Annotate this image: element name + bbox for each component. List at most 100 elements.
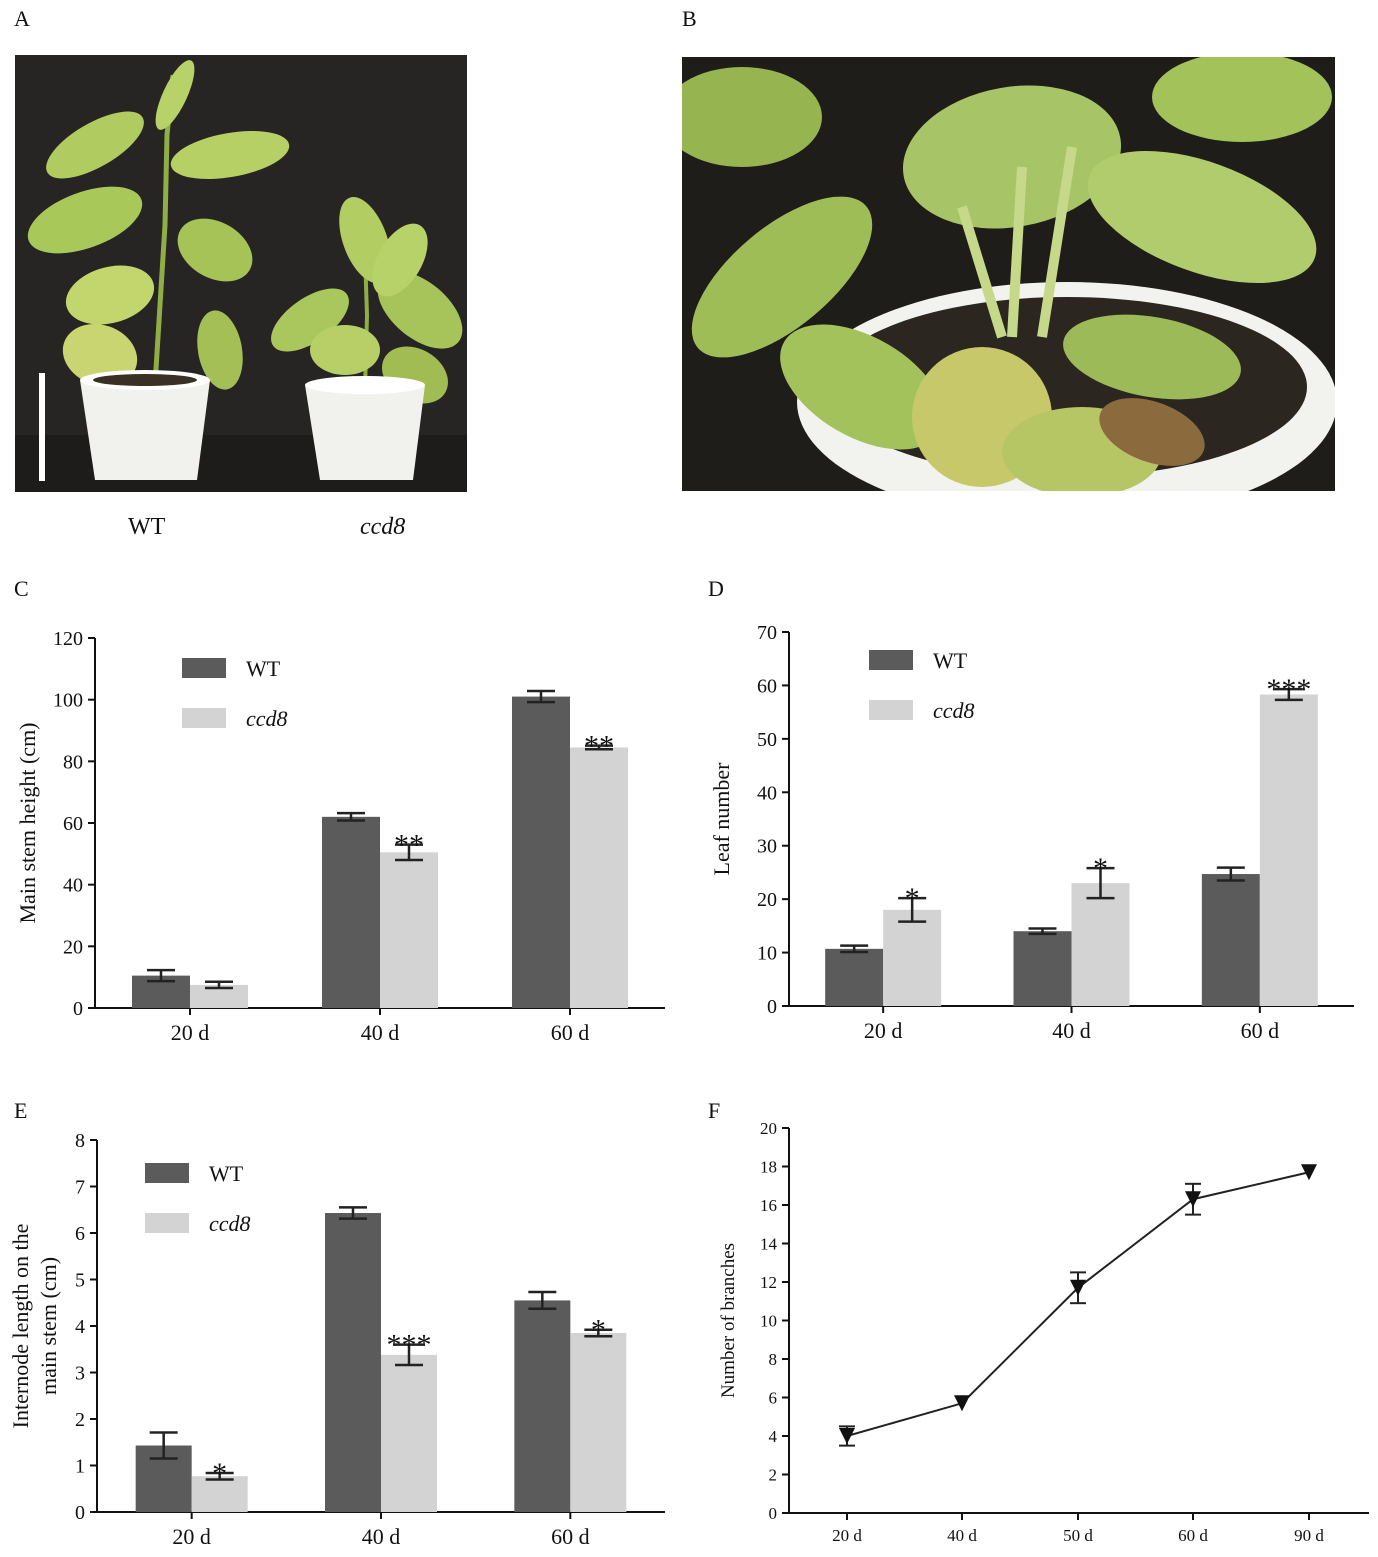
- bar-ccd8-60d: [570, 1332, 627, 1512]
- legend-swatch: [869, 700, 913, 720]
- y-tick-label: 3: [75, 1363, 85, 1385]
- bar-wt-40d: [1013, 931, 1072, 1006]
- x-tick-label: 20 d: [172, 1524, 211, 1549]
- significance-marker: *: [905, 882, 920, 915]
- bar-wt-40d: [325, 1213, 381, 1512]
- x-tick-label: 60 d: [551, 1020, 590, 1045]
- y-tick-label: 14: [760, 1235, 778, 1254]
- y-tick-label: 2: [769, 1466, 778, 1485]
- legend-label: WT: [246, 656, 281, 681]
- chart-number-of-branches: 0 2 4 6 8 10 12 14 16 18 20 Number of branches 20 d 4…: [718, 1119, 1369, 1545]
- y-axis-label: main stem (cm): [36, 1257, 61, 1395]
- photo-label-wt: WT: [128, 514, 166, 540]
- y-tick-label: 20: [63, 936, 83, 958]
- y-tick-label: 1: [75, 1456, 85, 1478]
- y-tick-label: 0: [73, 998, 83, 1020]
- legend-swatch: [182, 708, 226, 728]
- x-tick-label: 50 d: [1063, 1526, 1093, 1545]
- data-point-marker: [1070, 1279, 1086, 1296]
- y-tick-label: 0: [75, 1502, 85, 1524]
- legend-swatch: [145, 1213, 189, 1233]
- bar-ccd8-20d: [190, 984, 248, 1008]
- bar-ccd8-40d: [1071, 883, 1130, 1006]
- x-tick-label: 20 d: [171, 1020, 210, 1045]
- y-tick-label: 7: [75, 1177, 85, 1199]
- x-tick-label: 40 d: [362, 1524, 401, 1549]
- panel-letter-e: E: [14, 1098, 28, 1123]
- y-axis-label: Number of branches: [718, 1243, 739, 1398]
- legend-swatch: [182, 658, 226, 678]
- y-axis-label: Main stem height (cm): [15, 722, 40, 923]
- y-tick-label: 8: [75, 1130, 85, 1152]
- plants-illustration: [15, 55, 467, 492]
- chart-main-stem-height: 0 20 40 60 80 100 120 Main stem height (cm) 20 d…: [15, 628, 665, 1045]
- y-tick-label: 10: [757, 943, 777, 965]
- legend-swatch: [869, 650, 913, 670]
- legend-label: ccd8: [209, 1211, 251, 1236]
- panel-letter-b: B: [682, 6, 697, 31]
- y-tick-label: 8: [769, 1350, 778, 1369]
- y-tick-label: 60: [757, 675, 777, 697]
- data-point-marker: [839, 1428, 855, 1444]
- bar-wt-40d: [322, 816, 380, 1008]
- panel-letter-f: F: [708, 1098, 721, 1123]
- data-point-marker: [954, 1395, 970, 1412]
- y-tick-label: 2: [75, 1409, 85, 1431]
- panel-letter-c: C: [14, 576, 29, 601]
- x-tick-label: 60 d: [1178, 1526, 1208, 1545]
- x-tick-label: 20 d: [832, 1526, 862, 1545]
- y-tick-label: 30: [757, 836, 777, 858]
- x-tick-label: 40 d: [1052, 1018, 1091, 1043]
- bar-wt-60d: [514, 1300, 571, 1512]
- y-tick-label: 120: [53, 628, 83, 650]
- y-tick-label: 70: [757, 622, 777, 644]
- y-tick-label: 20: [760, 1119, 777, 1138]
- bar-ccd8-60d: [570, 747, 628, 1008]
- y-tick-label: 16: [760, 1196, 777, 1215]
- panel-letter-a: A: [14, 6, 30, 31]
- x-tick-label: 20 d: [864, 1018, 903, 1043]
- y-tick-label: 20: [757, 889, 777, 911]
- legend-label: WT: [933, 648, 968, 673]
- photo-label-ccd8: ccd8: [360, 514, 406, 540]
- legend-label: ccd8: [933, 698, 975, 723]
- y-tick-label: 18: [760, 1158, 777, 1177]
- bar-ccd8-20d: [191, 1476, 248, 1512]
- y-tick-label: 12: [760, 1273, 777, 1292]
- y-tick-label: 4: [769, 1427, 778, 1446]
- bar-ccd8-40d: [381, 1354, 437, 1512]
- bar-wt-20d: [825, 948, 884, 1006]
- y-tick-label: 6: [75, 1223, 85, 1245]
- chart-internode-length: 0 1 2 3 4 5 6 7 8 Internode length on the main ste…: [8, 1130, 665, 1549]
- significance-marker: **: [394, 829, 424, 862]
- data-point-marker: [1301, 1164, 1317, 1181]
- y-tick-label: 6: [769, 1389, 778, 1408]
- legend-label: WT: [209, 1161, 244, 1186]
- x-tick-label: 40 d: [361, 1020, 400, 1045]
- y-tick-label: 40: [757, 782, 777, 804]
- y-tick-label: 0: [767, 996, 777, 1018]
- y-tick-label: 50: [757, 729, 777, 751]
- photo-wt-vs-ccd8-plants: [15, 55, 467, 492]
- y-tick-label: 60: [63, 813, 83, 835]
- bar-ccd8-20d: [883, 909, 942, 1006]
- significance-marker: **: [584, 730, 614, 763]
- chart-leaf-number: 0 10 20 30 40 50 60 70 Leaf number 20 d * 40 d * 60 d…: [709, 622, 1354, 1043]
- y-tick-label: 10: [760, 1312, 777, 1331]
- x-tick-label: 60 d: [551, 1524, 590, 1549]
- y-tick-label: 5: [75, 1270, 85, 1292]
- significance-marker: *: [212, 1457, 227, 1490]
- x-tick-label: 90 d: [1294, 1526, 1324, 1545]
- bar-wt-60d: [512, 696, 570, 1008]
- bar-wt-60d: [1201, 874, 1260, 1006]
- y-tick-label: 100: [53, 690, 83, 712]
- significance-marker: *: [1093, 852, 1108, 885]
- data-point-marker: [1185, 1191, 1201, 1208]
- closeup-illustration: [682, 57, 1335, 491]
- x-tick-label: 40 d: [947, 1526, 977, 1545]
- significance-marker: *: [591, 1314, 606, 1347]
- bar-ccd8-60d: [1259, 694, 1318, 1006]
- legend-swatch: [145, 1163, 189, 1183]
- photo-ccd8-closeup: [682, 57, 1335, 491]
- y-tick-label: 80: [63, 751, 83, 773]
